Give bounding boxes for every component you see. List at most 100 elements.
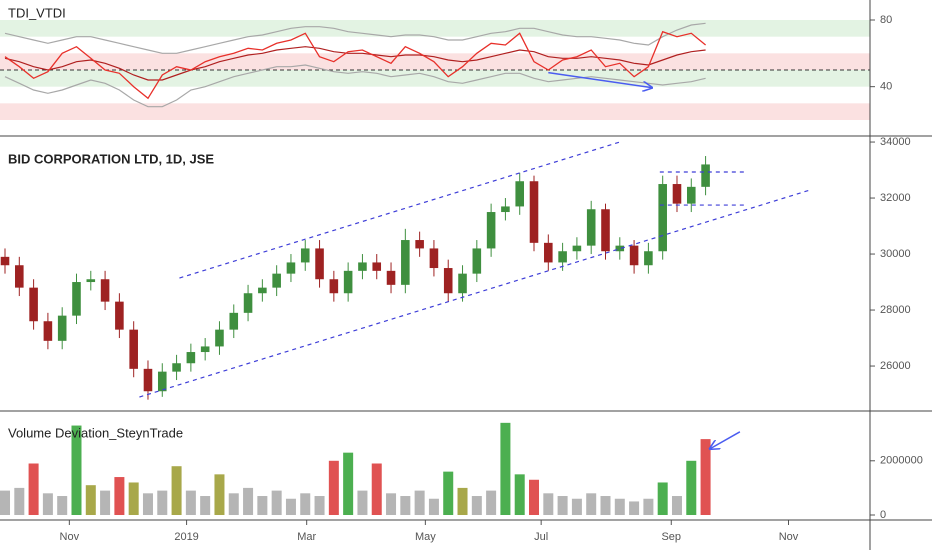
volume-bar — [85, 485, 96, 515]
y-tick-label: 26000 — [880, 360, 911, 372]
candle-body — [429, 248, 439, 269]
zone — [0, 103, 870, 120]
zone — [0, 20, 870, 37]
candle-body — [243, 293, 253, 313]
candle-body — [315, 248, 324, 280]
volume-bar — [400, 496, 411, 515]
zone — [0, 53, 870, 70]
x-tick-label: 2019 — [174, 531, 198, 543]
candle-body — [57, 315, 67, 341]
candle-body — [300, 248, 310, 263]
candle-body — [186, 352, 196, 364]
annotation-arrow — [710, 431, 741, 449]
volume-bar — [300, 493, 311, 515]
pane-title: BID CORPORATION LTD, 1D, JSE — [8, 151, 214, 166]
y-tick-label: 28000 — [880, 304, 911, 316]
candle-body — [458, 273, 467, 294]
volume-bar — [100, 490, 111, 515]
volume-bar — [357, 490, 368, 515]
indicator-line — [4, 30, 707, 100]
x-tick-label: Nov — [779, 531, 799, 543]
x-tick-label: Jul — [534, 531, 548, 543]
candle-body — [558, 251, 567, 263]
volume-bar — [586, 493, 597, 515]
volume-bar — [285, 498, 296, 515]
volume-bar — [514, 474, 525, 515]
candle-body — [644, 251, 653, 266]
candle-body — [329, 279, 339, 294]
volume-bar — [200, 496, 211, 515]
candle-body — [672, 184, 682, 204]
candle-body — [29, 287, 38, 322]
candle-body — [615, 245, 625, 252]
candle-body — [401, 240, 410, 285]
volume-bar — [686, 460, 697, 515]
volume-bar — [486, 490, 497, 515]
volume-bar — [28, 463, 39, 515]
candle-body — [572, 245, 582, 252]
candle-body — [272, 273, 281, 288]
volume-bar — [71, 425, 82, 515]
candle-body — [629, 245, 639, 266]
candle-body — [386, 270, 396, 285]
candle-body — [343, 270, 353, 294]
candle-body — [501, 206, 510, 213]
candle-body — [529, 181, 539, 243]
candle-body — [215, 329, 224, 347]
volume-bar — [571, 498, 582, 515]
candle-body — [358, 262, 367, 271]
candle-body — [115, 301, 124, 330]
volume-bar — [271, 490, 282, 515]
candle-body — [15, 265, 24, 288]
volume-bar — [500, 422, 511, 515]
pane-title: TDI_VTDI — [8, 5, 66, 20]
volume-bar — [314, 496, 325, 515]
candle-body — [443, 268, 453, 294]
candle-body — [72, 282, 81, 316]
candle-body — [258, 287, 267, 294]
volume-bar — [643, 498, 654, 515]
volume-bar — [657, 482, 668, 515]
candle-body — [143, 368, 153, 392]
volume-bar — [171, 466, 182, 515]
candle-body — [129, 329, 138, 369]
volume-bar — [328, 460, 339, 515]
trendline — [139, 189, 811, 398]
x-tick-label: Sep — [661, 531, 681, 543]
volume-bar — [600, 496, 611, 515]
candle-body — [658, 184, 667, 252]
candle-body — [372, 262, 382, 271]
candle-body — [701, 164, 710, 187]
volume-bar — [471, 496, 482, 515]
candle-body — [486, 212, 496, 249]
candle-body — [686, 186, 696, 204]
volume-bar — [529, 479, 540, 515]
y-tick-label: 32000 — [880, 192, 911, 204]
candle-body — [172, 363, 181, 372]
candle-body — [0, 256, 10, 266]
volume-bar — [57, 496, 68, 515]
candle-body — [100, 279, 110, 302]
volume-bar — [386, 493, 397, 515]
volume-bar — [428, 498, 439, 515]
volume-bar — [414, 490, 425, 515]
volume-bar — [671, 496, 682, 515]
pane-title: Volume Deviation_SteynTrade — [8, 425, 183, 440]
volume-bar — [371, 463, 382, 515]
candle-body — [229, 312, 239, 330]
trendline — [179, 141, 620, 279]
volume-bar — [614, 498, 625, 515]
y-tick-label: 80 — [880, 14, 892, 26]
x-tick-label: Nov — [60, 531, 80, 543]
volume-bar — [443, 471, 454, 515]
candle-body — [472, 248, 482, 274]
y-tick-label: 2000000 — [880, 455, 923, 467]
volume-bar — [42, 493, 53, 515]
candle-body — [586, 209, 596, 246]
indicator-line — [4, 64, 706, 108]
volume-bar — [142, 493, 153, 515]
annotation-arrow — [548, 71, 652, 88]
volume-bar — [128, 482, 139, 515]
indicator-line — [4, 46, 706, 81]
volume-bar — [257, 496, 268, 515]
